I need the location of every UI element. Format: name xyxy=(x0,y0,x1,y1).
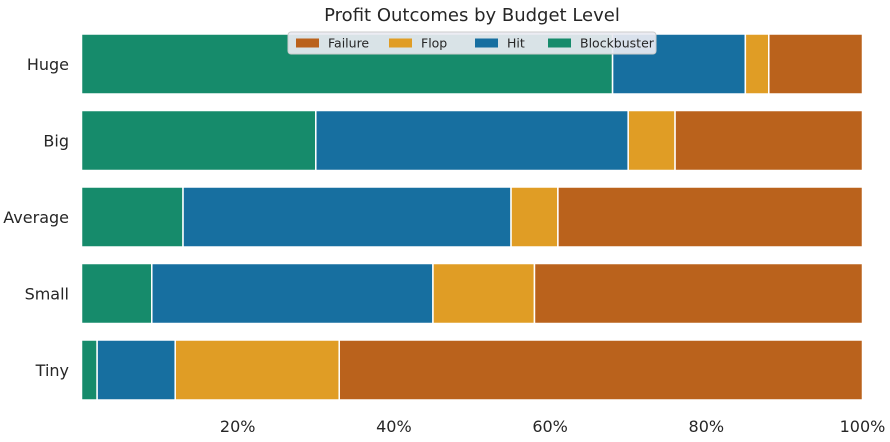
legend-label-blockbuster: Blockbuster xyxy=(580,36,655,51)
bar-average-hit xyxy=(182,186,512,248)
legend-label-failure: Failure xyxy=(328,36,369,51)
y-tick-label-huge: Huge xyxy=(27,55,69,74)
legend-swatch-blockbuster xyxy=(548,38,571,48)
x-tick-label-20: 20% xyxy=(220,417,256,436)
bar-small-hit xyxy=(151,262,434,325)
bar-big-failure xyxy=(674,109,864,172)
y-tick-label-tiny: Tiny xyxy=(35,361,69,380)
x-tick-label-80: 80% xyxy=(689,417,725,436)
legend-item-hit: Hit xyxy=(475,36,525,51)
bar-tiny-failure xyxy=(338,339,864,401)
bar-small-blockbuster xyxy=(80,262,153,325)
bars-layer xyxy=(80,33,864,401)
bar-small-failure xyxy=(533,262,864,325)
y-tick-label-big: Big xyxy=(43,132,69,151)
y-tick-label-average: Average xyxy=(3,208,69,227)
legend-swatch-flop xyxy=(389,38,412,48)
legend: Failure Flop Hit Blockbuster xyxy=(287,31,657,55)
bar-big-blockbuster xyxy=(80,109,317,172)
x-tick-label-40: 40% xyxy=(376,417,412,436)
bar-tiny-hit xyxy=(96,339,176,401)
legend-item-failure: Failure xyxy=(296,36,369,51)
bar-average-blockbuster xyxy=(80,186,184,248)
legend-label-flop: Flop xyxy=(421,36,447,51)
legend-label-hit: Hit xyxy=(507,36,525,51)
bar-average-failure xyxy=(557,186,864,248)
legend-item-flop: Flop xyxy=(389,36,447,51)
bar-big-flop xyxy=(627,109,676,172)
bar-big-hit xyxy=(315,109,629,172)
legend-swatch-hit xyxy=(475,38,498,48)
x-tick-label-100: 100% xyxy=(840,417,886,436)
y-axis-labels: Huge Big Average Small Tiny xyxy=(3,55,69,380)
chart-title: Profit Outcomes by Budget Level xyxy=(324,5,620,26)
legend-swatch-failure xyxy=(296,38,319,48)
x-tick-label-60: 60% xyxy=(532,417,568,436)
bar-tiny-blockbuster xyxy=(80,339,98,401)
y-tick-label-small: Small xyxy=(25,285,69,304)
legend-item-blockbuster: Blockbuster xyxy=(548,36,655,51)
legend-frame xyxy=(287,31,657,55)
bar-huge-failure xyxy=(768,33,864,95)
bar-huge-flop xyxy=(744,33,770,95)
bar-average-flop xyxy=(510,186,559,248)
bar-small-flop xyxy=(432,262,536,325)
bar-tiny-flop xyxy=(174,339,340,401)
x-axis-labels: 20% 40% 60% 80% 100% xyxy=(220,417,885,436)
